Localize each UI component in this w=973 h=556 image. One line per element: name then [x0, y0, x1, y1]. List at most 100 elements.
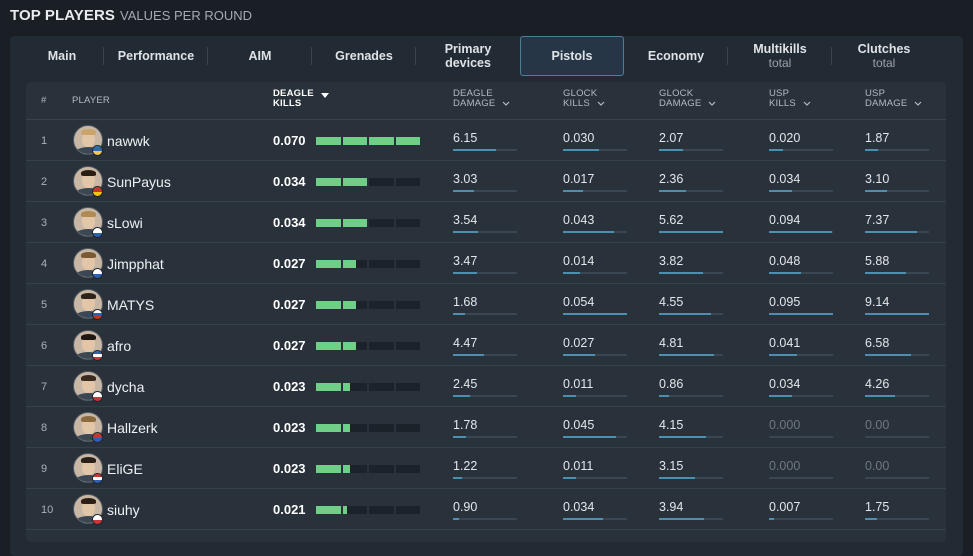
col-player-header[interactable]: PLAYER	[72, 95, 110, 106]
player-name[interactable]: SunPayus	[107, 173, 171, 190]
tab-pistols[interactable]: Pistols	[520, 36, 624, 76]
tab-sublabel: total	[768, 56, 792, 70]
table-row[interactable]: 3 sLowi 0.034 3.54 0.043 5.62 0.094 7.37	[26, 202, 946, 243]
rank-number: 10	[41, 503, 54, 516]
table-row[interactable]: 5 MATYS 0.027 1.68 0.054 4.55 0.095 9.14	[26, 284, 946, 325]
deagle-damage-value: 1.78	[453, 418, 478, 432]
table-row[interactable]: 4 Jimpphat 0.027 3.47 0.014 3.82 0.048 5.88	[26, 243, 946, 284]
player-name[interactable]: siuhy	[107, 501, 140, 518]
deagle-damage-bar	[453, 436, 517, 438]
col-glock-damage-header[interactable]: GLOCK DAMAGE	[659, 89, 716, 109]
usp-damage-value: 5.88	[865, 254, 890, 268]
col-deagle-kills-line2: KILLS	[273, 98, 302, 109]
tab-label: Performance	[117, 49, 195, 63]
deagle-damage-bar	[453, 149, 517, 151]
deagle-kills-bar	[316, 465, 420, 473]
tab-main[interactable]: Main	[20, 36, 104, 76]
country-flag-icon	[92, 391, 103, 402]
table-row[interactable]: 1 nawwk 0.070 6.15 0.030 2.07 0.020 1.87	[26, 120, 946, 161]
table-row[interactable]: 2 SunPayus 0.034 3.03 0.017 2.36 0.034 3.10	[26, 161, 946, 202]
table-row[interactable]: 9 EliGE 0.023 1.22 0.011 3.15 0.000 0.00	[26, 448, 946, 489]
glock-damage-value: 2.07	[659, 131, 684, 145]
usp-damage-value: 4.26	[865, 377, 890, 391]
glock-damage-value: 4.55	[659, 295, 684, 309]
glock-kills-value: 0.027	[563, 336, 595, 350]
deagle-kills-value: 0.027	[273, 338, 306, 353]
player-avatar[interactable]	[73, 125, 103, 155]
deagle-damage-value: 1.22	[453, 459, 478, 473]
glock-kills-value: 0.043	[563, 213, 595, 227]
table-header: # PLAYER DEAGLE KILLS DEAGLE DAMAGE GLOC…	[26, 82, 946, 120]
col-deagle-kills-header[interactable]: DEAGLE KILLS	[273, 89, 329, 109]
player-avatar[interactable]	[73, 289, 103, 319]
deagle-damage-value: 0.90	[453, 500, 478, 514]
player-name[interactable]: MATYS	[107, 296, 155, 313]
rank-number: 4	[41, 257, 48, 270]
col-usp-damage-line1: USP	[865, 88, 886, 99]
col-usp-kills-header[interactable]: USP KILLS	[769, 89, 811, 109]
table-body: 1 nawwk 0.070 6.15 0.030 2.07 0.020 1.87 2 SunPay…	[26, 120, 946, 530]
player-name[interactable]: EliGE	[107, 460, 143, 477]
glock-damage-bar	[659, 518, 723, 520]
usp-damage-value: 1.75	[865, 500, 890, 514]
deagle-damage-bar	[453, 231, 517, 233]
deagle-kills-bar	[316, 424, 420, 432]
page-title: TOP PLAYERS	[10, 7, 116, 24]
glock-kills-value: 0.054	[563, 295, 595, 309]
glock-kills-value: 0.045	[563, 418, 595, 432]
glock-kills-bar	[563, 313, 627, 315]
table-row[interactable]: 7 dycha 0.023 2.45 0.011 0.86 0.034 4.26	[26, 366, 946, 407]
tab-clutches[interactable]: Clutches total	[832, 36, 936, 76]
player-avatar[interactable]	[73, 494, 103, 524]
rank-number: 5	[41, 298, 48, 311]
col-deagle-damage-header[interactable]: DEAGLE DAMAGE	[453, 89, 510, 109]
player-avatar[interactable]	[73, 453, 103, 483]
table-row[interactable]: 8 Hallzerk 0.023 1.78 0.045 4.15 0.000 0.00	[26, 407, 946, 448]
player-name[interactable]: afro	[107, 337, 132, 354]
country-flag-icon	[92, 309, 103, 320]
usp-damage-bar	[865, 231, 929, 233]
deagle-damage-bar	[453, 395, 517, 397]
player-name[interactable]: Hallzerk	[107, 419, 158, 436]
player-avatar[interactable]	[73, 248, 103, 278]
deagle-damage-value: 3.54	[453, 213, 478, 227]
col-glock-kills-header[interactable]: GLOCK KILLS	[563, 89, 605, 109]
tab-primary[interactable]: Primary devices	[416, 36, 520, 76]
usp-kills-value: 0.048	[769, 254, 801, 268]
col-usp-damage-header[interactable]: USP DAMAGE	[865, 89, 922, 109]
usp-kills-bar	[769, 272, 833, 274]
tab-label: Pistols	[551, 49, 593, 63]
glock-damage-value: 3.94	[659, 500, 684, 514]
deagle-damage-bar	[453, 190, 517, 192]
tab-performance[interactable]: Performance	[104, 36, 208, 76]
deagle-kills-value: 0.021	[273, 502, 306, 517]
usp-damage-bar	[865, 313, 929, 315]
usp-damage-bar	[865, 354, 929, 356]
usp-kills-bar	[769, 518, 833, 520]
glock-damage-bar	[659, 395, 723, 397]
usp-kills-value: 0.041	[769, 336, 801, 350]
usp-kills-value: 0.034	[769, 377, 801, 391]
deagle-kills-value: 0.023	[273, 461, 306, 476]
glock-damage-value: 4.81	[659, 336, 684, 350]
glock-kills-bar	[563, 272, 627, 274]
table-row[interactable]: 10 siuhy 0.021 0.90 0.034 3.94 0.007 1.75	[26, 489, 946, 530]
stat-tabs: Main Performance AIM Grenades Primary devices…	[20, 36, 956, 78]
glock-kills-bar	[563, 190, 627, 192]
player-name[interactable]: Jimpphat	[107, 255, 164, 272]
glock-kills-value: 0.011	[563, 377, 594, 391]
glock-kills-value: 0.034	[563, 500, 595, 514]
player-name[interactable]: nawwk	[107, 132, 150, 149]
chevron-down-icon	[708, 101, 716, 106]
deagle-kills-bar	[316, 342, 420, 350]
table-row[interactable]: 6 afro 0.027 4.47 0.027 4.81 0.041 6.58	[26, 325, 946, 366]
tab-aim[interactable]: AIM	[208, 36, 312, 76]
col-deagle-kills-line1: DEAGLE	[273, 88, 314, 99]
glock-damage-bar	[659, 313, 723, 315]
tab-economy[interactable]: Economy	[624, 36, 728, 76]
player-name[interactable]: sLowi	[107, 214, 143, 231]
tab-multikills[interactable]: Multikills total	[728, 36, 832, 76]
country-flag-icon	[92, 432, 103, 443]
tab-grenades[interactable]: Grenades	[312, 36, 416, 76]
player-name[interactable]: dycha	[107, 378, 145, 395]
